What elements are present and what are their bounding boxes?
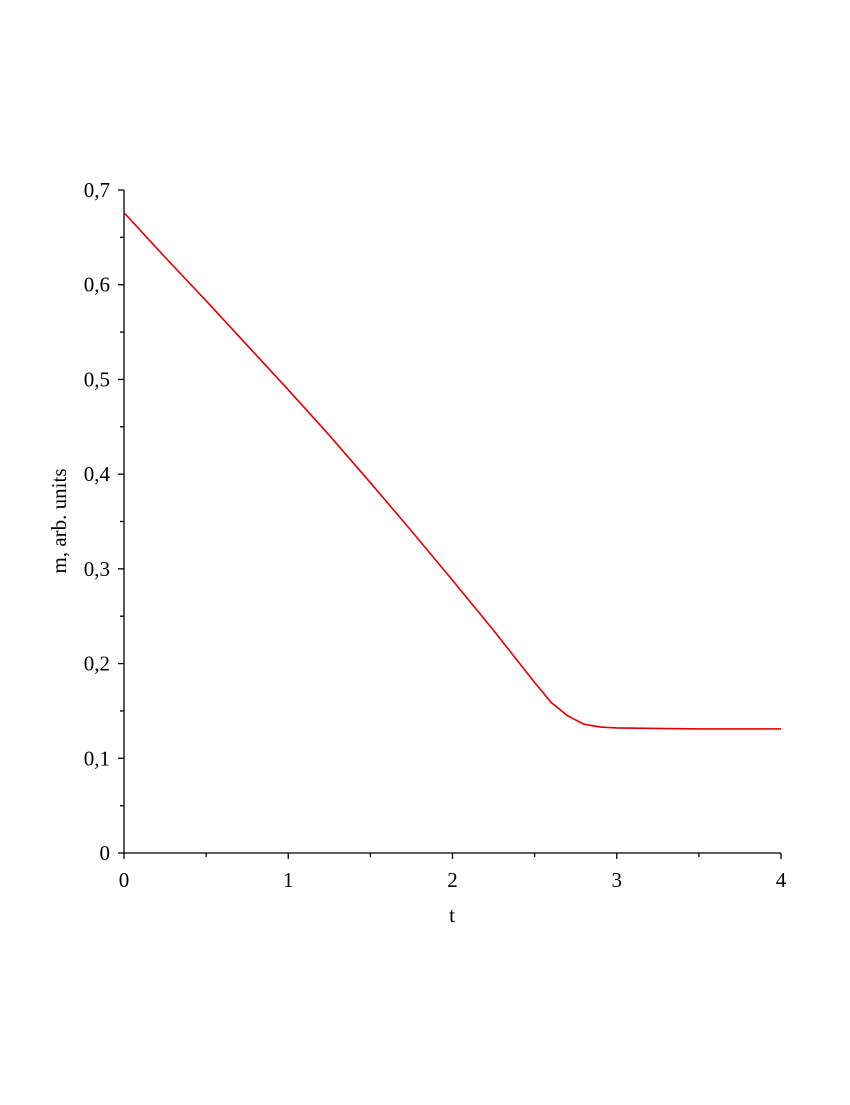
- y-tick-label: 0,7: [84, 178, 110, 202]
- x-tick-label: 1: [283, 868, 294, 892]
- x-tick-label: 4: [776, 868, 787, 892]
- y-tick-label: 0,5: [84, 367, 110, 391]
- y-axis-label: m, arb. units: [47, 469, 71, 574]
- x-tick-label: 0: [119, 868, 130, 892]
- x-tick-label: 2: [447, 868, 458, 892]
- y-tick-label: 0,1: [84, 746, 110, 770]
- x-tick-label: 3: [612, 868, 623, 892]
- y-tick-label: 0,2: [84, 652, 110, 676]
- y-tick-label: 0: [100, 841, 111, 865]
- y-tick-label: 0,3: [84, 557, 110, 581]
- y-tick-label: 0,4: [84, 462, 111, 486]
- data-line: [123, 212, 781, 730]
- x-axis-label: t: [449, 903, 455, 927]
- y-tick-label: 0,6: [84, 273, 110, 297]
